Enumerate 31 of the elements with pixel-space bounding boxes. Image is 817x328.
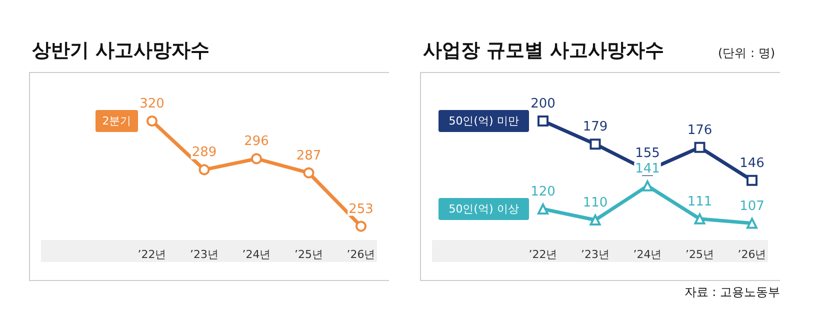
series-label: 50인(억) 이상: [448, 202, 519, 216]
chart-title: 사업장 규모별 사고사망자수: [423, 40, 664, 62]
data-label: 155: [635, 146, 660, 161]
data-label: 107: [740, 198, 764, 214]
data-label: 146: [740, 156, 764, 171]
x-tick-label: ’24년: [633, 248, 662, 261]
x-tick-label: ’26년: [346, 248, 376, 261]
data-label: 176: [687, 122, 712, 138]
x-tick-label: ’25년: [294, 248, 323, 261]
series-label: 2분기: [102, 114, 132, 128]
data-label: 111: [687, 194, 712, 210]
data-label: 320: [140, 96, 164, 112]
x-tick-label: ’26년: [738, 248, 766, 261]
data-label: 287: [296, 148, 322, 164]
x-tick-label: ’22년: [138, 248, 166, 261]
series-label: 50인(억) 미만: [448, 114, 519, 128]
data-label: 296: [244, 134, 269, 150]
chart-subtitle: (단위 : 명): [718, 46, 776, 60]
data-label: 253: [348, 202, 374, 217]
data-label: 120: [530, 184, 556, 200]
text: 자료 : 고용노동부: [684, 285, 780, 299]
chart-title: 상반기 사고사망자수: [32, 40, 210, 62]
x-tick-label: ’25년: [686, 248, 714, 261]
x-tick-label: ’22년: [528, 248, 558, 261]
data-label: 289: [192, 145, 217, 160]
data-label: 110: [582, 196, 608, 210]
x-tick-label: ’23년: [190, 248, 218, 261]
data-label: 200: [530, 96, 556, 112]
data-label: 179: [582, 120, 608, 135]
x-tick-label: ’23년: [581, 248, 610, 261]
x-tick-label: ’24년: [242, 248, 271, 261]
